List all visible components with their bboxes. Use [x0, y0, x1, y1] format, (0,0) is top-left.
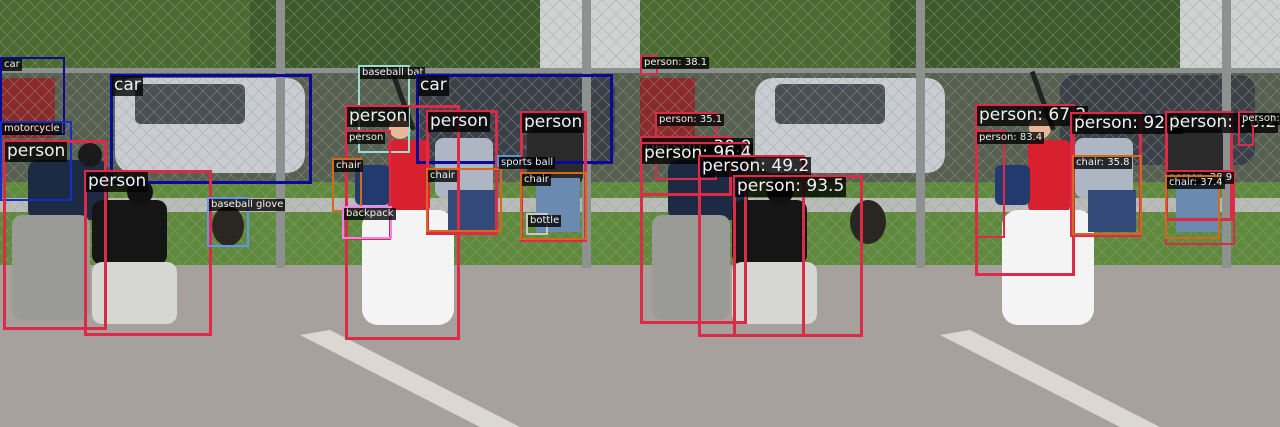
gt-label: person — [5, 141, 68, 162]
pred-box-person — [1238, 111, 1254, 146]
pred-label: person: 67.2 — [977, 105, 1089, 126]
gt-box-person — [345, 130, 391, 240]
gt-label: person — [522, 112, 585, 133]
gt-label: bottle — [528, 215, 562, 227]
gt-label: chair — [428, 170, 457, 182]
gt-label: person — [428, 111, 491, 132]
pred-box-person — [640, 142, 747, 324]
pred-label: person: 83.4 — [977, 132, 1045, 144]
pred-label: person: 92.1 — [1072, 113, 1184, 134]
gt-box-chair — [426, 168, 502, 232]
gt-label: car — [418, 75, 449, 96]
baseball-scene-photo — [0, 0, 640, 427]
gt-label: chair — [334, 160, 363, 172]
gt-box-backpack — [342, 206, 392, 239]
gt-label: sports ball — [499, 157, 556, 169]
pred-box-chair — [1072, 155, 1142, 235]
gt-box-person — [3, 140, 107, 330]
pred-label: person: 35.1 — [657, 114, 725, 126]
pred-label: chair: 37.4 — [1167, 177, 1225, 189]
gt-label: chair — [522, 174, 551, 186]
gt-label: person — [347, 132, 386, 144]
pred-box-person — [1165, 111, 1233, 221]
gt-label: baseball glove — [209, 199, 286, 211]
gt-box-baseball-glove — [207, 197, 249, 247]
gt-box-person — [84, 170, 212, 336]
pred-label: person: 49.2 — [700, 156, 812, 177]
pred-label: person: 93.5 — [735, 176, 847, 197]
pred-box-person — [733, 175, 863, 337]
pred-label: chair: 35.8 — [1074, 157, 1132, 169]
gt-label: baseball bat — [360, 67, 426, 79]
ground-truth-panel: car car baseball bat car motorcycle person per… — [0, 0, 640, 427]
gt-label: motorcycle — [2, 123, 62, 135]
gt-label: car — [112, 75, 143, 96]
pred-box-chair — [1165, 175, 1220, 239]
pred-box-person — [975, 130, 1005, 238]
pred-label: person: 38.1 — [642, 57, 710, 69]
gt-label: person — [86, 171, 149, 192]
pred-label: person: — [1240, 113, 1280, 125]
gt-label: backpack — [344, 208, 396, 220]
gt-box-motorcycle — [0, 121, 72, 201]
gt-box-chair — [520, 172, 587, 240]
gt-label: person — [347, 106, 410, 127]
gt-label: car — [2, 59, 22, 71]
